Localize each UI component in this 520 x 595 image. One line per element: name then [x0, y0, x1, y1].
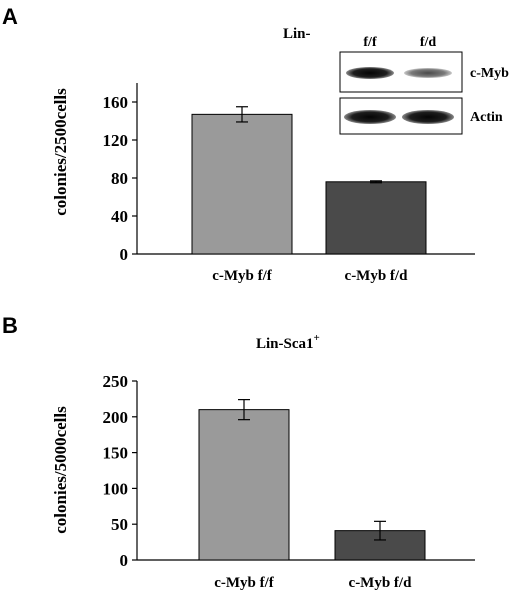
blot-band-cmyb-ff: [346, 67, 394, 79]
panel-a-letter: A: [2, 4, 18, 29]
y-tick-label: 250: [103, 372, 129, 391]
panel-b: B Lin-Sca1+ colonies/5000cells 0 50 100 150…: [2, 313, 475, 591]
panel-a-y-axis-label: colonies/2500cells: [51, 88, 70, 216]
y-tick-label: 80: [111, 169, 128, 188]
blot-band-actin-ff: [344, 110, 396, 124]
panel-b-letter: B: [2, 313, 18, 338]
category-label: c-Myb f/f: [212, 268, 273, 284]
panel-a-title: Lin-: [283, 26, 311, 42]
panel-a-plot: 0 40 80 120 160 c-Myb f/f c-Myb f/d: [103, 83, 475, 284]
western-blot-inset: f/f f/d c-Myb Actin: [339, 35, 509, 135]
blot-band-cmyb-fd: [404, 68, 452, 78]
bar-ff: [198, 409, 290, 561]
blot-lane-label-fd: f/d: [420, 35, 437, 50]
y-tick-label: 160: [103, 93, 129, 112]
panel-b-title: Lin-Sca1+: [256, 332, 320, 352]
y-tick-label: 0: [120, 245, 129, 264]
panel-b-y-axis-label: colonies/5000cells: [51, 406, 70, 534]
blot-band-actin-fd: [402, 110, 454, 124]
y-tick-label: 100: [103, 479, 129, 498]
y-tick-label: 150: [103, 444, 129, 463]
bar-fd: [325, 181, 427, 255]
category-label: c-Myb f/d: [345, 268, 409, 284]
category-label: c-Myb f/d: [349, 575, 413, 591]
y-tick-label: 40: [111, 207, 128, 226]
category-label: c-Myb f/f: [214, 575, 275, 591]
blot-band-label-cmyb: c-Myb: [470, 66, 509, 81]
y-tick-label: 200: [103, 408, 129, 427]
y-tick-label: 50: [111, 515, 128, 534]
bar-ff: [191, 113, 293, 255]
blot-band-label-actin: Actin: [470, 110, 503, 125]
panel-a: A Lin- colonies/2500cells 0 40 80 120 160 c-M…: [2, 4, 509, 284]
blot-lane-label-ff: f/f: [363, 35, 377, 50]
panel-b-plot: 0 50 100 150 200 250 c-Myb f/f c-Myb f/d: [103, 372, 475, 591]
y-tick-label: 0: [120, 551, 129, 570]
panel-b-title-sup: +: [314, 332, 320, 344]
y-tick-label: 120: [103, 131, 129, 150]
panel-b-title-text: Lin-Sca1: [256, 336, 314, 352]
